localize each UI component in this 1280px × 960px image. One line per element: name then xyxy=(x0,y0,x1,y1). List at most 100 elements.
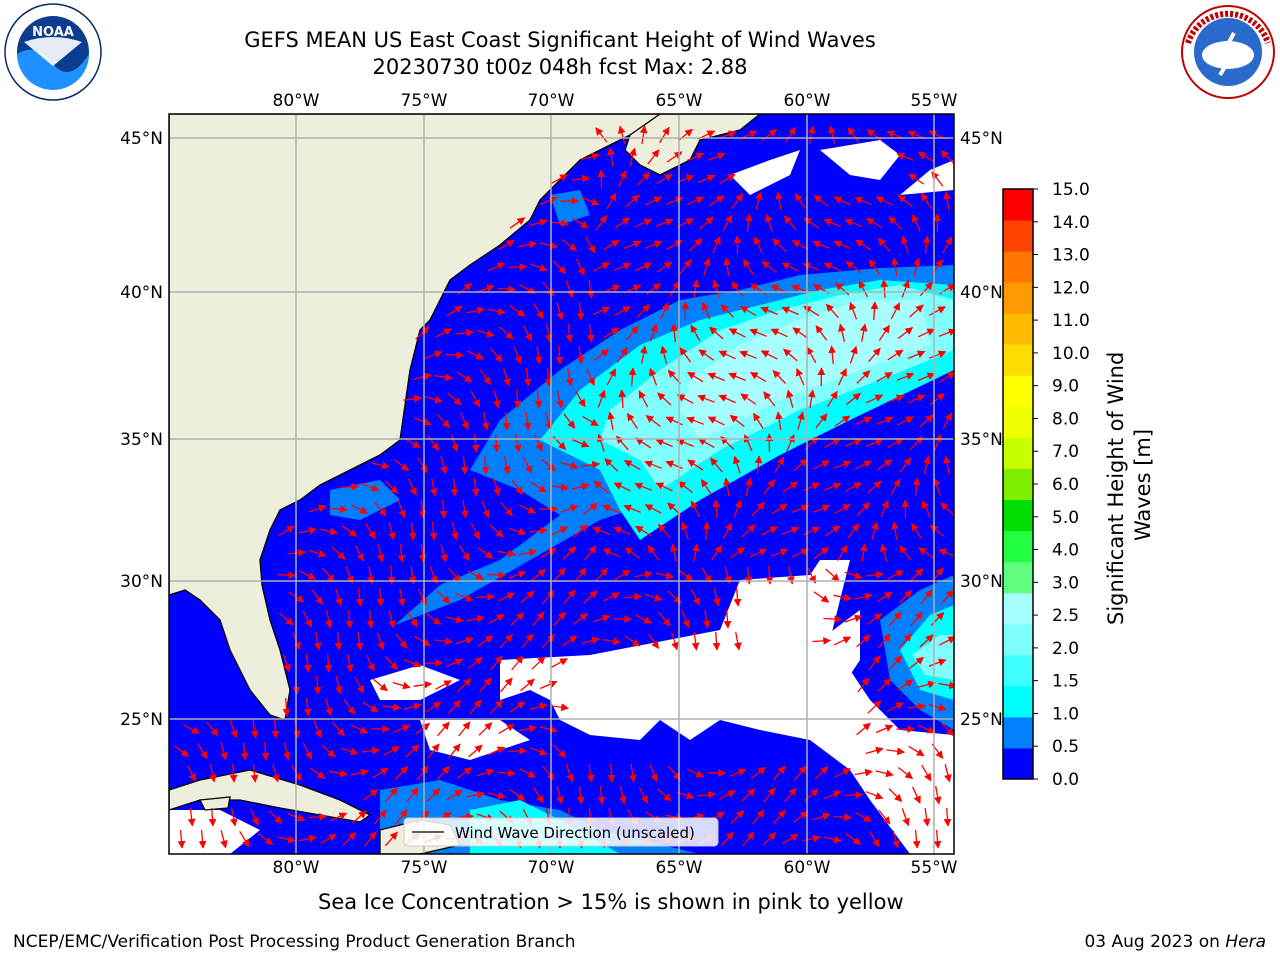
wave-direction-arrow xyxy=(628,763,637,783)
wave-direction-arrow xyxy=(728,768,747,777)
wave-direction-arrow xyxy=(614,217,631,229)
wave-direction-arrow xyxy=(928,350,947,359)
wave-direction-arrow xyxy=(407,610,418,628)
wave-direction-arrow xyxy=(448,567,461,583)
wave-direction-arrow xyxy=(586,323,595,343)
wave-direction-arrow xyxy=(403,658,422,668)
wave-direction-arrow xyxy=(876,372,893,382)
wave-direction-arrow xyxy=(508,570,527,579)
wave-direction-arrow xyxy=(445,351,465,359)
wave-direction-arrow xyxy=(497,769,517,778)
wave-direction-arrow xyxy=(509,701,526,713)
wave-direction-arrow xyxy=(595,215,608,231)
wave-direction-arrow xyxy=(313,720,322,739)
wave-direction-arrow xyxy=(302,742,313,760)
wave-direction-arrow xyxy=(794,192,806,209)
wave-direction-arrow xyxy=(618,786,627,805)
wave-direction-arrow xyxy=(844,614,863,623)
wave-direction-arrow xyxy=(854,592,873,601)
wave-direction-arrow xyxy=(896,372,915,381)
wave-direction-arrow xyxy=(388,610,396,629)
colorbar-tick-label: 0.0 xyxy=(1052,770,1079,790)
wave-direction-arrow xyxy=(940,502,954,516)
wave-direction-arrow xyxy=(508,262,528,271)
wave-direction-arrow xyxy=(550,483,570,492)
wave-direction-arrow xyxy=(919,281,933,297)
wave-direction-arrow xyxy=(876,459,893,471)
lon-label-bottom: 60°W xyxy=(784,858,831,878)
wave-direction-arrow xyxy=(752,809,765,825)
wave-direction-arrow xyxy=(712,588,721,607)
wave-direction-arrow xyxy=(278,525,295,537)
wave-direction-arrow xyxy=(791,284,809,293)
wave-direction-arrow xyxy=(828,125,836,144)
wave-direction-arrow xyxy=(618,125,626,144)
lat-label-right: 35°N xyxy=(960,430,1003,450)
wave-direction-arrow xyxy=(681,610,690,629)
wave-direction-arrow xyxy=(797,411,805,430)
wave-direction-arrow xyxy=(868,258,880,275)
wave-direction-arrow xyxy=(913,257,921,276)
wave-direction-arrow xyxy=(722,214,733,232)
wave-direction-arrow xyxy=(522,324,533,342)
wave-direction-arrow xyxy=(938,548,954,557)
wave-direction-arrow xyxy=(697,438,715,448)
map-legend: Wind Wave Direction (unscaled) xyxy=(403,817,719,847)
wave-direction-arrow xyxy=(625,194,640,208)
wave-direction-arrow xyxy=(929,392,946,406)
wave-direction-arrow xyxy=(581,152,600,161)
wave-direction-arrow xyxy=(753,236,763,254)
wave-direction-arrow xyxy=(414,722,431,736)
wave-direction-arrow xyxy=(413,372,432,381)
colorbar-tick-label: 1.0 xyxy=(1052,704,1079,724)
wave-direction-arrow xyxy=(665,416,683,426)
wave-direction-arrow xyxy=(825,303,839,319)
wave-direction-arrow xyxy=(907,394,926,404)
wave-direction-arrow xyxy=(603,327,620,339)
chart-title: GEFS MEAN US East Coast Significant Heig… xyxy=(244,28,876,52)
wave-direction-arrow xyxy=(470,522,481,540)
wave-direction-arrow xyxy=(371,461,390,470)
wave-direction-arrow xyxy=(649,323,658,342)
wave-direction-arrow xyxy=(908,173,925,185)
lon-label-bottom: 80°W xyxy=(273,858,320,878)
wave-direction-arrow xyxy=(921,192,932,209)
wave-direction-arrow xyxy=(530,568,547,582)
wave-direction-arrow xyxy=(875,416,894,425)
wave-direction-arrow xyxy=(552,260,567,274)
nws-logo-icon xyxy=(1181,5,1275,99)
wave-direction-arrow xyxy=(392,724,411,733)
wave-direction-arrow xyxy=(868,655,881,671)
wave-direction-arrow xyxy=(397,500,406,519)
wave-direction-arrow xyxy=(939,371,954,383)
wave-direction-arrow xyxy=(812,812,831,821)
wave-direction-arrow xyxy=(395,809,408,825)
wave-direction-arrow xyxy=(834,767,851,779)
wave-direction-arrow xyxy=(933,477,941,496)
wave-direction-arrow xyxy=(534,389,543,409)
wave-direction-arrow xyxy=(424,659,444,667)
wave-direction-arrow xyxy=(718,130,737,139)
wave-direction-arrow xyxy=(892,830,900,849)
wave-direction-arrow xyxy=(593,262,610,272)
wave-direction-arrow xyxy=(712,631,721,651)
wave-direction-arrow xyxy=(177,829,186,849)
wave-direction-arrow xyxy=(413,416,432,426)
wave-direction-arrow xyxy=(510,612,525,626)
wave-direction-arrow xyxy=(845,833,862,845)
wave-direction-arrow xyxy=(707,416,725,426)
wave-direction-arrow xyxy=(912,829,921,849)
wave-direction-arrow xyxy=(912,786,921,804)
wave-direction-arrow xyxy=(498,239,515,251)
wave-direction-arrow xyxy=(308,549,327,558)
wave-direction-arrow xyxy=(466,790,485,799)
colorbar-tick-label: 1.5 xyxy=(1052,672,1079,692)
wave-direction-arrow xyxy=(497,549,516,558)
wave-direction-arrow xyxy=(940,150,954,164)
colorbar-tick-label: 2.5 xyxy=(1052,606,1079,626)
wave-direction-arrow xyxy=(626,325,639,341)
wave-direction-arrow xyxy=(901,235,909,254)
wave-direction-arrow xyxy=(887,702,904,712)
wave-direction-arrow xyxy=(529,526,549,535)
wave-direction-arrow xyxy=(917,328,936,338)
